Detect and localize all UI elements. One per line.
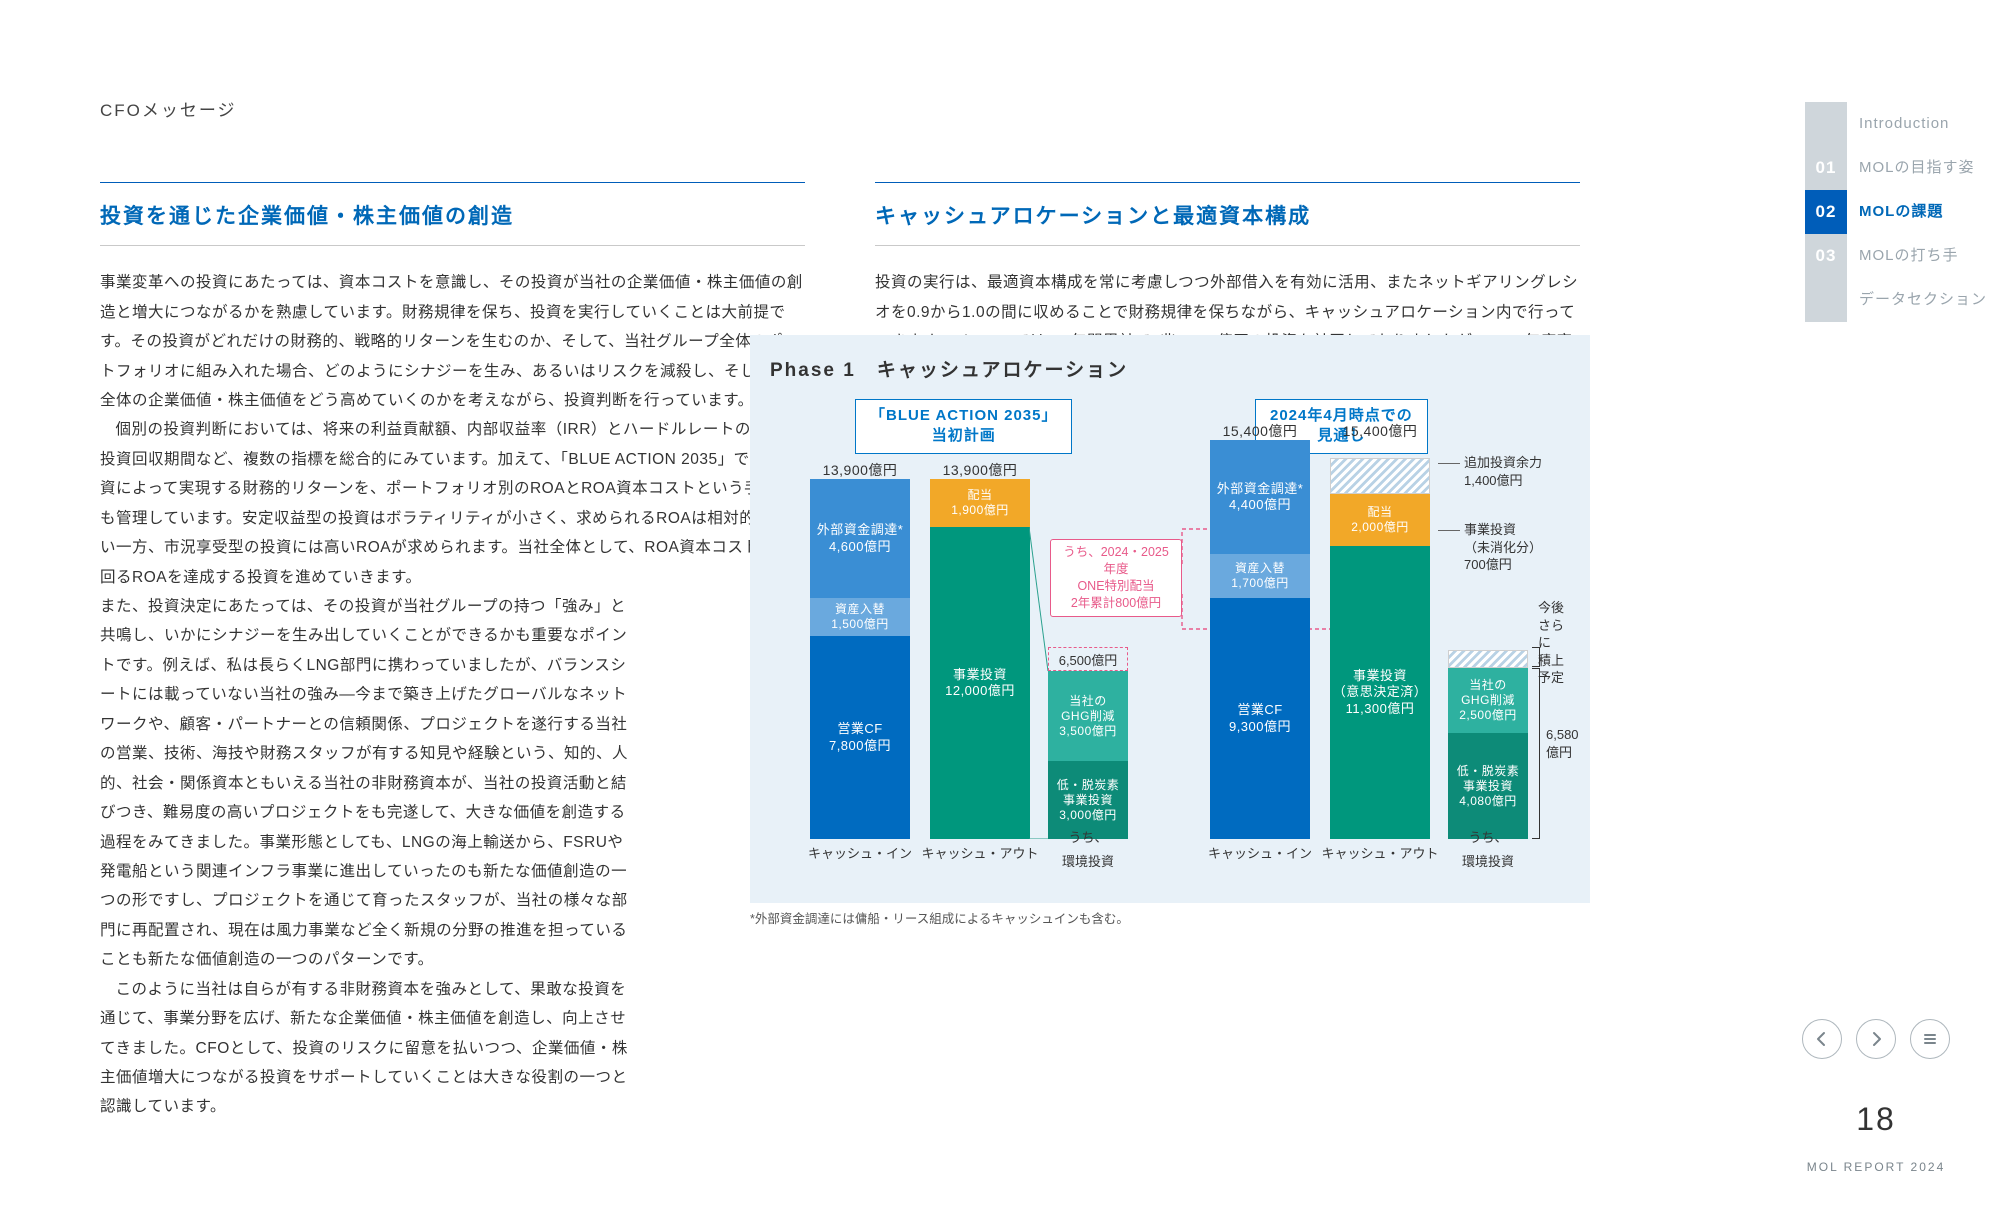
note-extra-capacity: 追加投資余力 1,400億円 <box>1438 454 1542 489</box>
nav-num: 01 <box>1805 146 1847 190</box>
nav-num-blank <box>1805 278 1847 322</box>
seg-right-sub-low: 低・脱炭素 事業投資 4,080億円 <box>1448 733 1528 839</box>
note-future: 今後さらに 積上予定 <box>1538 599 1570 687</box>
right-section-title: キャッシュアロケーションと最適資本構成 <box>875 197 1580 237</box>
nav-num: 03 <box>1805 234 1847 278</box>
nav-item-data[interactable]: データセクション <box>1805 278 2000 322</box>
bar-right-cash-in: 15,400億円 外部資金調達* 4,400億円 資産入替 1,700億円 営業… <box>1210 440 1310 839</box>
page-eyebrow: CFOメッセージ <box>100 95 1580 127</box>
seg-left-in-asset: 資産入替 1,500億円 <box>810 598 910 636</box>
axis-left-out: キャッシュ・アウト <box>920 842 1040 867</box>
axis-right-sub: うち、 環境投資 <box>1438 826 1538 875</box>
seg-right-in-ocf: 営業CF 9,300億円 <box>1210 598 1310 839</box>
section-rule <box>875 182 1580 183</box>
bar-right-cash-out: 15,400億円 配当 2,000億円 事業投資 （意思決定済） 11,300億… <box>1330 440 1430 839</box>
seg-left-out-invest: 事業投資 12,000億円 <box>930 527 1030 839</box>
chart-card: Phase 1 キャッシュアロケーション 「BLUE ACTION 2035」 … <box>750 335 1590 903</box>
page-number: 18 <box>1802 1089 1950 1150</box>
chart-footnote: *外部資金調達には傭船・リース組成によるキャッシュインも含む。 <box>750 908 1129 932</box>
seg-left-out-div: 配当 1,900億円 <box>930 479 1030 527</box>
left-section-title: 投資を通じた企業価値・株主価値の創造 <box>100 197 805 237</box>
left-p3: また、投資決定にあたっては、その投資が当社グループの持つ「強み」と共鳴し、いかに… <box>100 592 636 975</box>
left-p1: 事業変革への投資にあたっては、資本コストを意識し、その投資が当社の企業価値・株主… <box>100 268 805 415</box>
menu-button[interactable] <box>1910 1019 1950 1059</box>
seg-right-out-invest: 事業投資 （意思決定済） 11,300億円 <box>1330 546 1430 839</box>
right-sub-total: 6,580億円 <box>1546 726 1579 761</box>
section-rule <box>100 182 805 183</box>
nav-item-01[interactable]: 01 MOLの目指す姿 <box>1805 146 2000 190</box>
chevron-left-icon <box>1814 1031 1830 1047</box>
section-rule-thin <box>100 245 805 246</box>
pager: 18 MOL REPORT 2024 <box>1802 1019 1950 1179</box>
nav-item-03[interactable]: 03 MOLの打ち手 <box>1805 234 2000 278</box>
seg-right-sub-ghg: 当社の GHG削減 2,500億円 <box>1448 668 1528 733</box>
axis-left-sub: うち、 環境投資 <box>1038 826 1138 875</box>
prev-page-button[interactable] <box>1802 1019 1842 1059</box>
left-p2: 個別の投資判断においては、将来の利益貢献額、内部収益率（IRR）とハードルレート… <box>100 415 805 592</box>
side-nav: Introduction 01 MOLの目指す姿 02 MOLの課題 03 MO… <box>1805 102 2000 322</box>
chart-title: Phase 1 キャッシュアロケーション <box>770 353 1570 389</box>
nav-label: MOLの課題 <box>1859 198 2000 227</box>
bar-right-sub: 当社の GHG削減 2,500億円 低・脱炭素 事業投資 4,080億円 <box>1448 650 1528 839</box>
sub-join-left <box>1029 671 1048 839</box>
bracket-right-sub <box>1532 668 1540 839</box>
axis-right-in: キャッシュ・イン <box>1200 842 1320 867</box>
chevron-right-icon <box>1868 1031 1884 1047</box>
bar-left-sub: 6,500億円 当社の GHG削減 3,500億円 低・脱炭素 事業投資 3,0… <box>1048 671 1128 839</box>
seg-right-sub-unrec <box>1448 650 1528 668</box>
seg-right-in-ext: 外部資金調達* 4,400億円 <box>1210 440 1310 554</box>
nav-num-blank <box>1805 102 1847 146</box>
bracket-right-sub-top <box>1532 647 1540 667</box>
seg-right-out-div: 配当 2,000億円 <box>1330 494 1430 546</box>
next-page-button[interactable] <box>1856 1019 1896 1059</box>
bar-left-cash-in: 13,900億円 外部資金調達* 4,600億円 資産入替 1,500億円 営業… <box>810 479 910 839</box>
seg-left-in-ocf: 営業CF 7,800億円 <box>810 636 910 839</box>
nav-label: MOLの目指す姿 <box>1859 154 2000 183</box>
chart-header-left: 「BLUE ACTION 2035」 当初計画 <box>855 399 1072 454</box>
note-unrec: 事業投資 （未消化分） 700億円 <box>1438 521 1542 574</box>
nav-item-intro[interactable]: Introduction <box>1805 102 2000 146</box>
chart-area: 「BLUE ACTION 2035」 当初計画 2024年4月時点での 見通し … <box>770 399 1570 879</box>
total-right-out: 15,400億円 <box>1320 418 1440 445</box>
axis-left-in: キャッシュ・イン <box>800 842 920 867</box>
bar-left-cash-out: 13,900億円 配当 1,900億円 事業投資 12,000億円 <box>930 479 1030 839</box>
nav-label: MOLの打ち手 <box>1859 242 2000 271</box>
nav-label: Introduction <box>1859 110 2000 139</box>
left-body: 事業変革への投資にあたっては、資本コストを意識し、その投資が当社の企業価値・株主… <box>100 268 805 1122</box>
axis-right-out: キャッシュ・アウト <box>1320 842 1440 867</box>
seg-left-sub-ghg: 当社の GHG削減 3,500億円 <box>1048 671 1128 761</box>
nav-item-02[interactable]: 02 MOLの課題 <box>1805 190 2000 234</box>
report-tag: MOL REPORT 2024 <box>1802 1156 1950 1179</box>
seg-right-in-asset: 資産入替 1,700億円 <box>1210 554 1310 598</box>
nav-label: データセクション <box>1859 286 2000 315</box>
seg-right-out-extra <box>1330 458 1430 494</box>
seg-left-in-ext: 外部資金調達* 4,600億円 <box>810 479 910 598</box>
section-rule-thin <box>875 245 1580 246</box>
dash-one-special-left <box>1048 647 1128 671</box>
menu-icon <box>1922 1031 1938 1047</box>
left-p4: このように当社は自らが有する非財務資本を強みとして、果敢な投資を通じて、事業分野… <box>100 975 636 1122</box>
nav-num: 02 <box>1805 190 1847 234</box>
